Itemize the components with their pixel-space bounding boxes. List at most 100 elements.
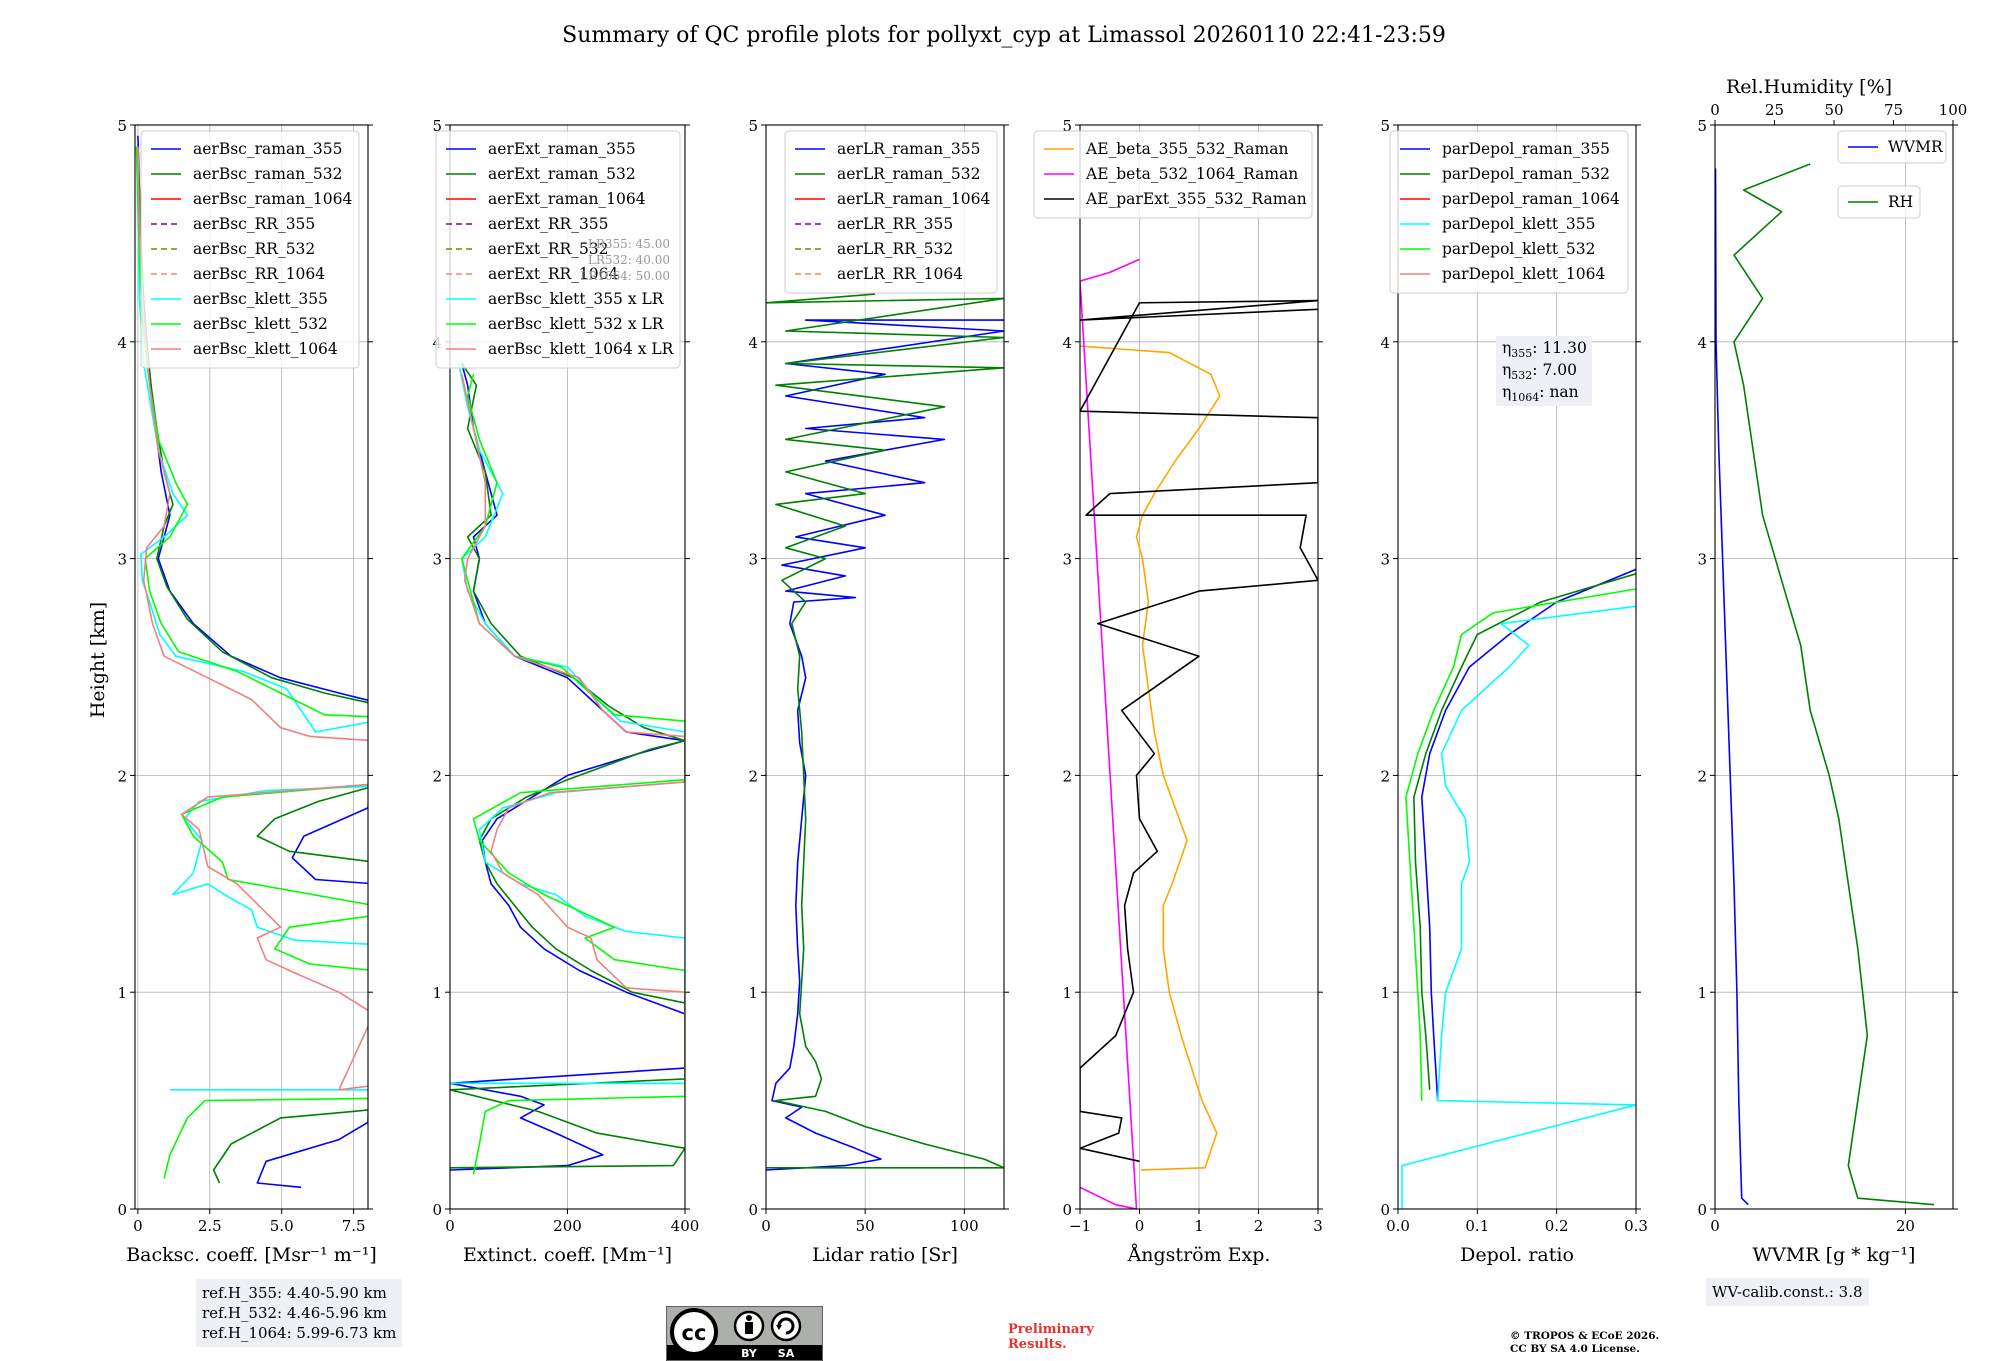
series-parDepol_klett_532: [1405, 588, 1636, 1101]
y-tick-label: 2: [748, 767, 758, 785]
series-AE_parExt_355_532_Raman: [1080, 299, 1318, 1163]
series-group: [450, 363, 685, 1175]
legend-label: aerLR_raman_355: [837, 140, 980, 158]
legend-label: AE_beta_532_1064_Raman: [1085, 165, 1298, 183]
y-tick-label: 4: [748, 334, 758, 352]
y-tick-label: 2: [117, 767, 127, 785]
eta-355: η355: 11.30: [1502, 339, 1587, 360]
x-axis-label: Lidar ratio [Sr]: [812, 1244, 958, 1266]
x-tick-label: 20: [1896, 1217, 1915, 1235]
refh-355: ref.H_355: 4.40-5.90 km: [202, 1284, 387, 1302]
lr-note: LR355: 45.00: [588, 237, 670, 251]
legend-label: aerBsc_RR_532: [193, 240, 315, 258]
reference-height-box: ref.H_355: 4.40-5.90 km ref.H_532: 4.46-…: [196, 1279, 403, 1347]
legend-label: aerBsc_klett_355: [193, 290, 328, 308]
lr-note: LR1064: 50.00: [580, 269, 670, 283]
legend-label: aerLR_RR_532: [837, 240, 953, 258]
eta-532: η532: 7.00: [1502, 361, 1577, 382]
legend-label: aerBsc_RR_1064: [193, 265, 325, 283]
refh-532: ref.H_532: 4.46-5.96 km: [202, 1304, 387, 1322]
legend-label: aerBsc_klett_1064: [193, 340, 338, 358]
x-tick-label: 0.2: [1545, 1217, 1569, 1235]
series-aerLR_raman_532: [766, 293, 1004, 1169]
legend-label: aerExt_RR_355: [488, 215, 609, 233]
legend-label: aerBsc_raman_355: [193, 140, 343, 158]
series-parDepol_klett_355: [1401, 605, 1636, 1209]
x-tick-label: 7.5: [342, 1217, 366, 1235]
y-tick-label: 5: [1062, 117, 1072, 135]
legend-label: parDepol_raman_1064: [1442, 190, 1620, 208]
y-tick-label: 5: [117, 117, 127, 135]
legend-label: aerExt_raman_1064: [488, 190, 646, 208]
copyright-notice: © TROPOS & ECoE 2026. CC BY SA 4.0 Licen…: [1510, 1330, 1659, 1356]
y-tick-label: 3: [1697, 551, 1707, 569]
cc-by-sa-license-icon: cc BY SA: [666, 1306, 823, 1361]
eta-1064: η1064: nan: [1502, 383, 1579, 404]
cc-sa-text: SA: [778, 1347, 795, 1360]
y-tick-label: 0: [1062, 1201, 1072, 1219]
legend: aerBsc_raman_355 aerBsc_raman_532 aerBsc_r…: [140, 130, 360, 369]
legend-label: parDepol_raman_532: [1442, 165, 1610, 183]
legend-label: aerExt_raman_355: [488, 140, 636, 158]
legend-label: parDepol_klett_1064: [1442, 265, 1605, 283]
x-tick-label: 0: [133, 1217, 143, 1235]
y-tick-label: 5: [748, 117, 758, 135]
rh-top-axis-label: Rel.Humidity [%]: [1726, 76, 1892, 98]
x-tick-label: 5.0: [270, 1217, 294, 1235]
y-tick-label: 1: [748, 984, 758, 1002]
x-axis-label: Backsc. coeff. [Msr⁻¹ m⁻¹]: [126, 1244, 377, 1266]
y-tick-label: 0: [117, 1201, 127, 1219]
legend-label: WVMR: [1888, 138, 1944, 156]
y-tick-label: 1: [432, 984, 442, 1002]
copyright-line-2: CC BY SA 4.0 License.: [1510, 1343, 1640, 1355]
y-tick-label: 3: [117, 551, 127, 569]
panel-bsc: 0 1 2 3 4 5 0 2.5 5.0 7.5 Backsc. coeff. [Msr⁻¹ m⁻…: [117, 117, 376, 1266]
legend-label: parDepol_klett_355: [1442, 215, 1595, 233]
legend-frame: [1837, 185, 1921, 219]
x-tick-label: 400: [671, 1217, 700, 1235]
y-tick-label: 5: [432, 117, 442, 135]
axes-frame: [1397, 124, 1637, 1210]
series-aerBsc_klett_355 x LR: [450, 363, 685, 1085]
y-tick-label: 3: [432, 551, 442, 569]
x-tick-label: 0: [761, 1217, 771, 1235]
legend-label: aerExt_RR_532: [488, 240, 609, 258]
legend-label: aerBsc_raman_532: [193, 165, 343, 183]
legend-frame: [435, 130, 681, 369]
x-tick-label: 50: [856, 1217, 875, 1235]
legend: aerLR_raman_355 aerLR_raman_532 aerLR_rama…: [784, 130, 998, 294]
preliminary-line-2: Results.: [1008, 1337, 1067, 1352]
x-tick-label: 0.1: [1465, 1217, 1489, 1235]
series-aerBsc_klett_532: [135, 146, 368, 1179]
legend-label: aerLR_RR_1064: [837, 265, 963, 283]
x-tick-label: 2: [1254, 1217, 1264, 1235]
y-tick-label: 1: [117, 984, 127, 1002]
legend: aerExt_raman_355 aerExt_raman_532 aerExt_r…: [435, 130, 681, 369]
series-group: [1715, 163, 1935, 1206]
wv-calibration-box: WV-calib.const.: 3.8: [1706, 1278, 1869, 1306]
y-tick-label: 2: [432, 767, 442, 785]
y-tick-label: 4: [117, 334, 127, 352]
legend-label: aerBsc_klett_1064 x LR: [488, 340, 675, 358]
series-aerBsc_raman_532: [137, 146, 368, 1184]
legend-label: aerBsc_klett_532: [193, 315, 328, 333]
legend-frame: [1837, 130, 1947, 164]
legend-label: aerBsc_RR_355: [193, 215, 315, 233]
series-RH: [1733, 163, 1935, 1206]
top-x-tick-label: 25: [1765, 101, 1784, 119]
y-tick-label: 0: [1697, 1201, 1707, 1219]
series-parDepol_raman_532: [1413, 573, 1636, 1090]
x-tick-label: 3: [1313, 1217, 1323, 1235]
top-x-tick-label: 100: [1939, 101, 1968, 119]
x-tick-label: 2.5: [198, 1217, 222, 1235]
axes-frame: [765, 124, 1005, 1210]
x-tick-label: 0: [1135, 1217, 1145, 1235]
copyright-line-1: © TROPOS & ECoE 2026.: [1510, 1330, 1660, 1342]
series-group: [135, 135, 368, 1189]
series-group: [1401, 568, 1636, 1209]
series-aerLR_raman_355: [766, 319, 1004, 1171]
legend-label: aerExt_RR_1064: [488, 265, 619, 283]
y-axis-label: Height [km]: [87, 602, 109, 718]
legend-frame: [1033, 130, 1313, 219]
